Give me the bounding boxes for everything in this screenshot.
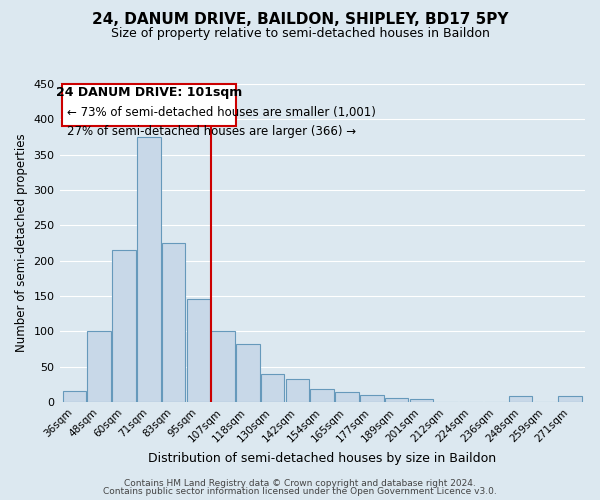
Bar	[360, 395, 383, 402]
X-axis label: Distribution of semi-detached houses by size in Baildon: Distribution of semi-detached houses by …	[148, 452, 496, 465]
Bar	[286, 380, 309, 402]
Text: 24 DANUM DRIVE: 101sqm: 24 DANUM DRIVE: 101sqm	[56, 86, 242, 98]
Bar	[187, 300, 210, 402]
Text: Contains HM Land Registry data © Crown copyright and database right 2024.: Contains HM Land Registry data © Crown c…	[124, 478, 476, 488]
Bar	[559, 396, 582, 402]
Text: Size of property relative to semi-detached houses in Baildon: Size of property relative to semi-detach…	[110, 28, 490, 40]
Bar	[211, 332, 235, 402]
Bar	[62, 392, 86, 402]
Bar	[261, 374, 284, 402]
Bar	[335, 392, 359, 402]
Bar	[88, 330, 111, 402]
Bar	[310, 389, 334, 402]
Bar	[112, 250, 136, 402]
Bar	[162, 243, 185, 402]
Bar	[410, 399, 433, 402]
Text: 27% of semi-detached houses are larger (366) →: 27% of semi-detached houses are larger (…	[67, 126, 356, 138]
FancyBboxPatch shape	[62, 84, 236, 126]
Bar	[236, 344, 260, 402]
Bar	[509, 396, 532, 402]
Bar	[137, 137, 161, 402]
Y-axis label: Number of semi-detached properties: Number of semi-detached properties	[15, 134, 28, 352]
Text: Contains public sector information licensed under the Open Government Licence v3: Contains public sector information licen…	[103, 487, 497, 496]
Bar	[385, 398, 409, 402]
Text: ← 73% of semi-detached houses are smaller (1,001): ← 73% of semi-detached houses are smalle…	[67, 106, 376, 120]
Text: 24, DANUM DRIVE, BAILDON, SHIPLEY, BD17 5PY: 24, DANUM DRIVE, BAILDON, SHIPLEY, BD17 …	[92, 12, 508, 28]
